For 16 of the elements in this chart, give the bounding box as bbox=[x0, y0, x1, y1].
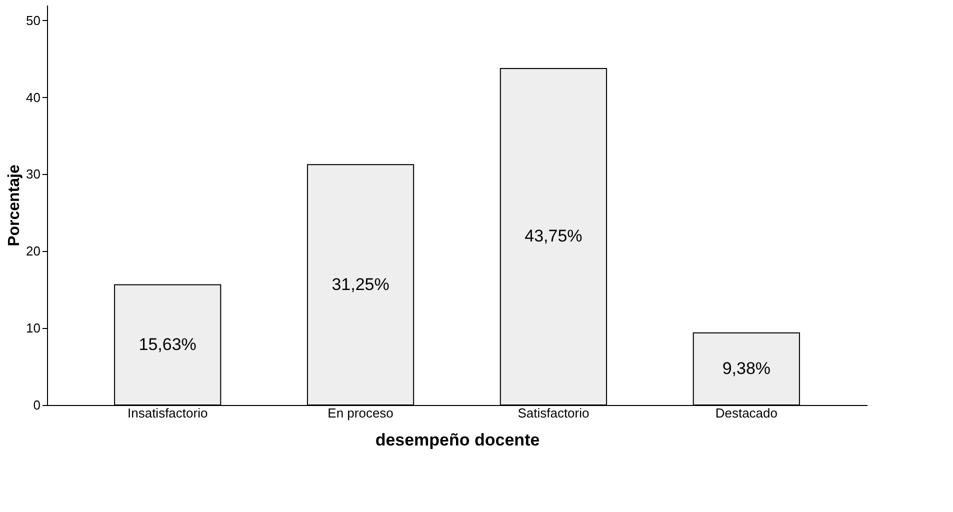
x-tick-label: Satisfactorio bbox=[518, 406, 590, 420]
x-tick-label: Destacado bbox=[715, 406, 778, 420]
y-tick-label: 10 bbox=[26, 320, 40, 336]
data-label: 15,63% bbox=[138, 334, 196, 354]
x-tick-label: En proceso bbox=[328, 406, 394, 420]
x-tick-label: Insatisfactorio bbox=[127, 406, 208, 420]
y-tick-label: 30 bbox=[26, 166, 40, 182]
data-label: 43,75% bbox=[524, 226, 582, 246]
y-axis-title: Porcentaje bbox=[6, 164, 24, 246]
data-label: 31,25% bbox=[332, 274, 390, 294]
y-tick-label: 20 bbox=[26, 244, 40, 259]
y-tick-label: 0 bbox=[33, 398, 40, 412]
y-tick-label: 50 bbox=[26, 12, 40, 28]
x-axis-title: desempeño docente bbox=[375, 430, 540, 450]
y-tick-label: 40 bbox=[26, 90, 40, 105]
data-label: 9,38% bbox=[722, 358, 771, 378]
